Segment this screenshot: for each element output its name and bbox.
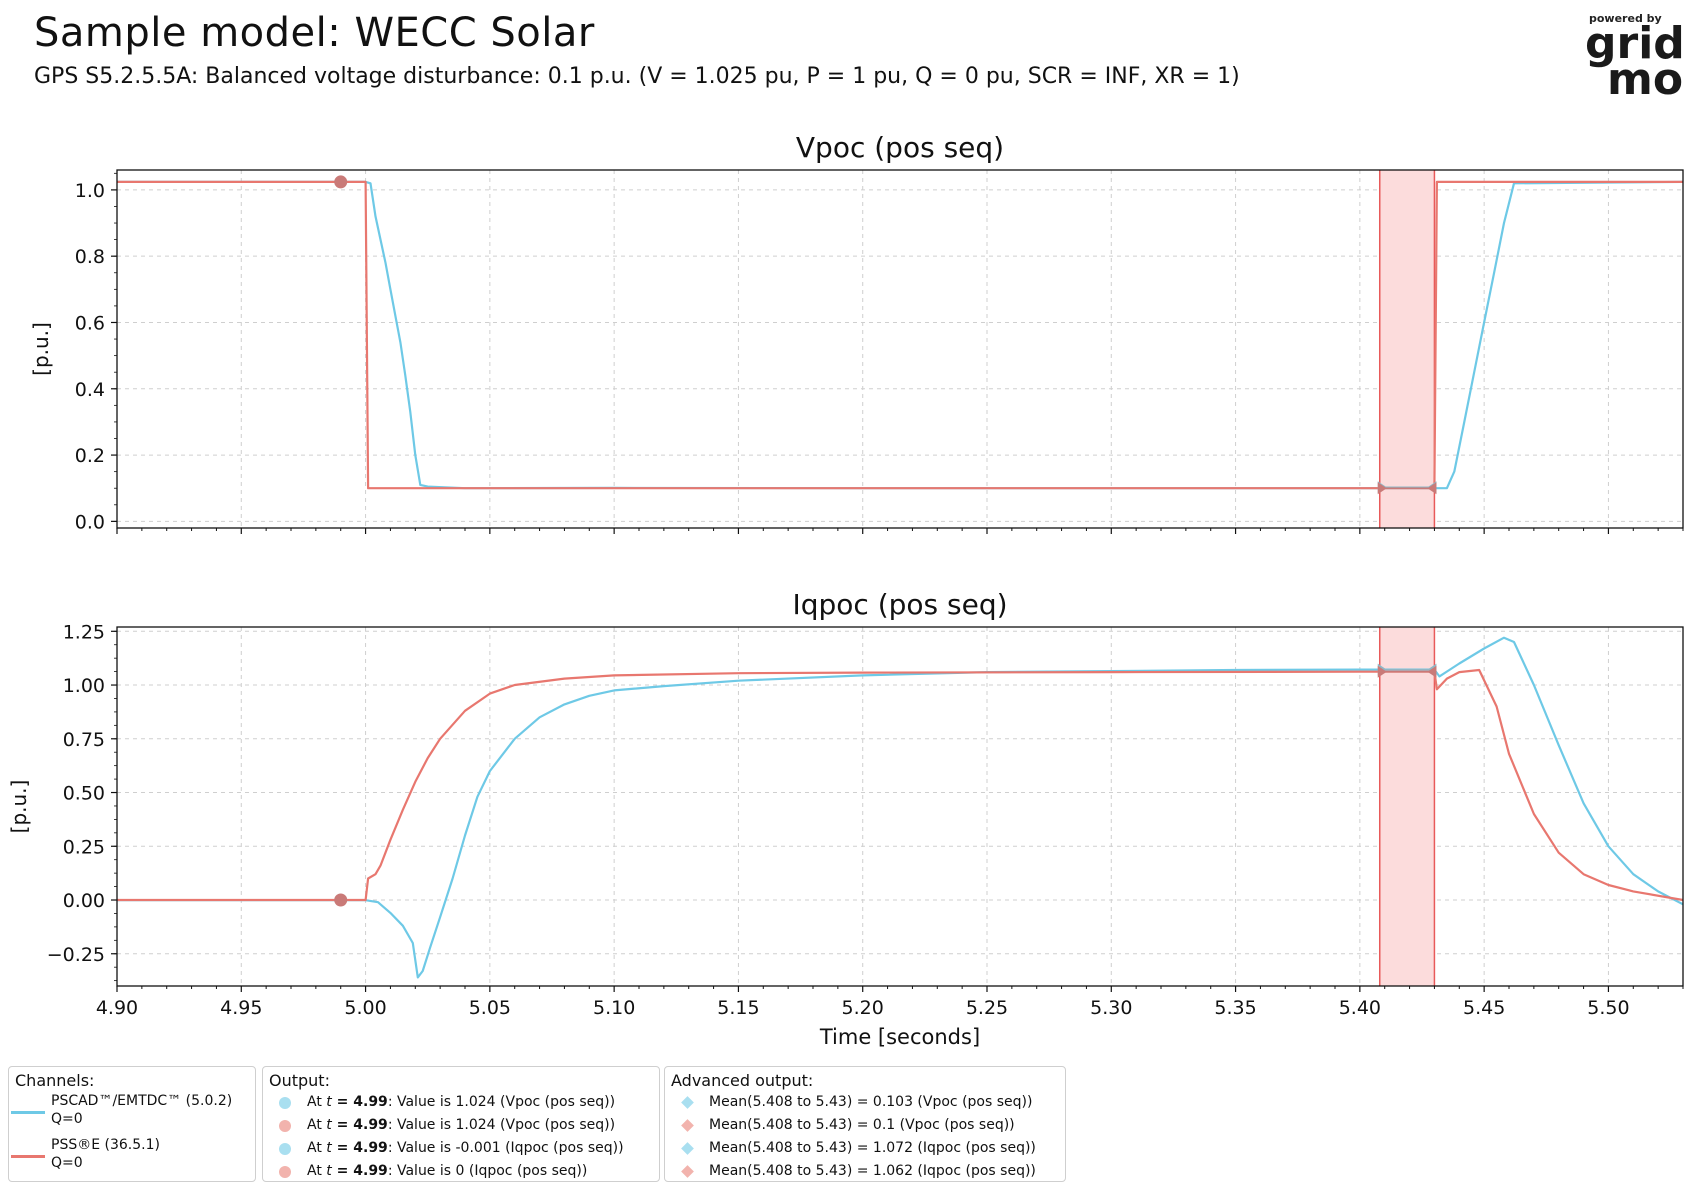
panel2-title: Iqpoc (pos seq) [792, 588, 1007, 621]
panel1-point-marker [334, 175, 348, 189]
panel2-xtick-label: 5.10 [593, 997, 635, 1019]
panel2-ytick-label: 0.75 [63, 729, 105, 751]
panel2-xtick-label: 5.20 [842, 997, 884, 1019]
panel1-mean-arrow-right [1427, 482, 1437, 495]
panel2-xtick-label: 5.15 [717, 997, 759, 1019]
panel1-ytick-label: 0.4 [75, 379, 105, 401]
panel1-ytick-label: 0.0 [75, 511, 105, 533]
logo-powered-by: powered by [1589, 12, 1662, 25]
pscad-legend-label: PSCAD™/EMTDC™ (5.0.2) [51, 1093, 233, 1109]
output-row-2: At t = 4.99: Value is 1.024 (Vpoc (pos s… [307, 1117, 616, 1133]
panel2-xtick-label: 5.00 [344, 997, 386, 1019]
panel1-mean-arrow-left [1377, 482, 1387, 495]
pscad-legend-line [11, 1111, 45, 1114]
panel2-xtick-label: 4.90 [96, 997, 138, 1019]
panel2-xtick-label: 5.30 [1090, 997, 1132, 1019]
panel2-xlabel: Time [seconds] [819, 1025, 980, 1049]
logo-line2: mo [1607, 54, 1684, 105]
panel2-pscad-line [117, 636, 1684, 979]
panel2-mean-arrow-right [1427, 665, 1437, 678]
panel2-point-marker [334, 893, 348, 907]
advanced-marker-1 [681, 1096, 694, 1109]
psse-legend-label: PSS®E (36.5.1) [51, 1137, 160, 1153]
panel2-ytick-label: 0.00 [63, 890, 105, 912]
panel2-axes-frame [116, 626, 1684, 987]
output-legend-title: Output: [269, 1071, 330, 1090]
panel1-psse-line [117, 180, 1683, 490]
advanced-row-1: Mean(5.408 to 5.43) = 0.103 (Vpoc (pos s… [709, 1094, 1033, 1110]
panel2-xtick-label: 5.50 [1587, 997, 1629, 1019]
panel2-ytick-label: 0.25 [63, 836, 105, 858]
panel2-ytick-label: 0.50 [63, 783, 105, 805]
panel2-psse-line [117, 668, 1684, 902]
panel2-xtick-label: 5.05 [469, 997, 511, 1019]
panel2-ytick-label: 1.00 [63, 675, 105, 697]
panel1-axes-frame [116, 169, 1684, 529]
chart-canvas: Vpoc (pos seq) 0.0 0.2 0.4 0.6 0.8 1.0 [p.u.] Iq… [7, 131, 1684, 1049]
pscad-legend-sub: Q=0 [51, 1111, 83, 1127]
advanced-marker-3 [681, 1142, 694, 1155]
panel1-shaded-region [1379, 170, 1435, 528]
advanced-marker-2 [681, 1119, 694, 1132]
panel2-mean-arrow-left [1377, 665, 1387, 678]
panel2-xtick-label: 5.40 [1339, 997, 1381, 1019]
advanced-row-4: Mean(5.408 to 5.43) = 1.062 (Iqpoc (pos … [709, 1163, 1036, 1179]
panel1-ytick-label: 0.8 [75, 246, 105, 268]
output-marker-3 [279, 1143, 291, 1155]
output-row-1: At t = 4.99: Value is 1.024 (Vpoc (pos s… [307, 1094, 616, 1110]
output-marker-1 [279, 1097, 291, 1109]
output-row-4: At t = 4.99: Value is 0 (Iqpoc (pos seq)… [307, 1163, 588, 1179]
panel2-xtick-label: 5.25 [966, 997, 1008, 1019]
advanced-marker-4 [681, 1165, 694, 1178]
panel1-title: Vpoc (pos seq) [796, 131, 1004, 164]
panel1-ytick-label: 0.2 [75, 445, 105, 467]
panel2-xtick-label: 5.45 [1463, 997, 1505, 1019]
panel2-ytick-label: 1.25 [63, 621, 105, 643]
panel2-xtick-label: 4.95 [220, 997, 262, 1019]
advanced-row-2: Mean(5.408 to 5.43) = 0.1 (Vpoc (pos seq… [709, 1117, 1015, 1133]
output-legend: Output: At t = 4.99: Value is 1.024 (Vpo… [262, 1066, 660, 1182]
advanced-legend-title: Advanced output: [671, 1071, 814, 1090]
output-row-3: At t = 4.99: Value is -0.001 (Iqpoc (pos… [307, 1140, 624, 1156]
channels-legend: Channels: PSCAD™/EMTDC™ (5.0.2) Q=0 PSS®… [8, 1066, 256, 1182]
psse-legend-sub: Q=0 [51, 1155, 83, 1171]
logo-line1: grid [1585, 18, 1685, 69]
psse-legend-line [11, 1155, 45, 1158]
panel2-ylabel: [p.u.] [7, 780, 31, 834]
advanced-output-legend: Advanced output: Mean(5.408 to 5.43) = 0… [664, 1066, 1066, 1182]
panel2-ytick-label: −0.25 [47, 944, 105, 966]
page-subtitle: GPS S5.2.5.5A: Balanced voltage disturba… [34, 64, 1240, 89]
advanced-row-3: Mean(5.408 to 5.43) = 1.072 (Iqpoc (pos … [709, 1140, 1036, 1156]
output-marker-4 [279, 1166, 291, 1178]
panel2-xtick-label: 5.35 [1214, 997, 1256, 1019]
panel1-ylabel: [p.u.] [29, 322, 53, 376]
gridmo-logo: powered by grid mo [1585, 12, 1685, 105]
panel2-shaded-region [1379, 627, 1435, 986]
page-title: Sample model: WECC Solar [34, 10, 595, 56]
panel1-ytick-label: 1.0 [75, 180, 105, 202]
panel1-pscad-line [117, 180, 1684, 490]
panel1-ytick-label: 0.6 [75, 312, 105, 334]
channels-legend-title: Channels: [15, 1071, 95, 1090]
output-marker-2 [279, 1120, 291, 1132]
